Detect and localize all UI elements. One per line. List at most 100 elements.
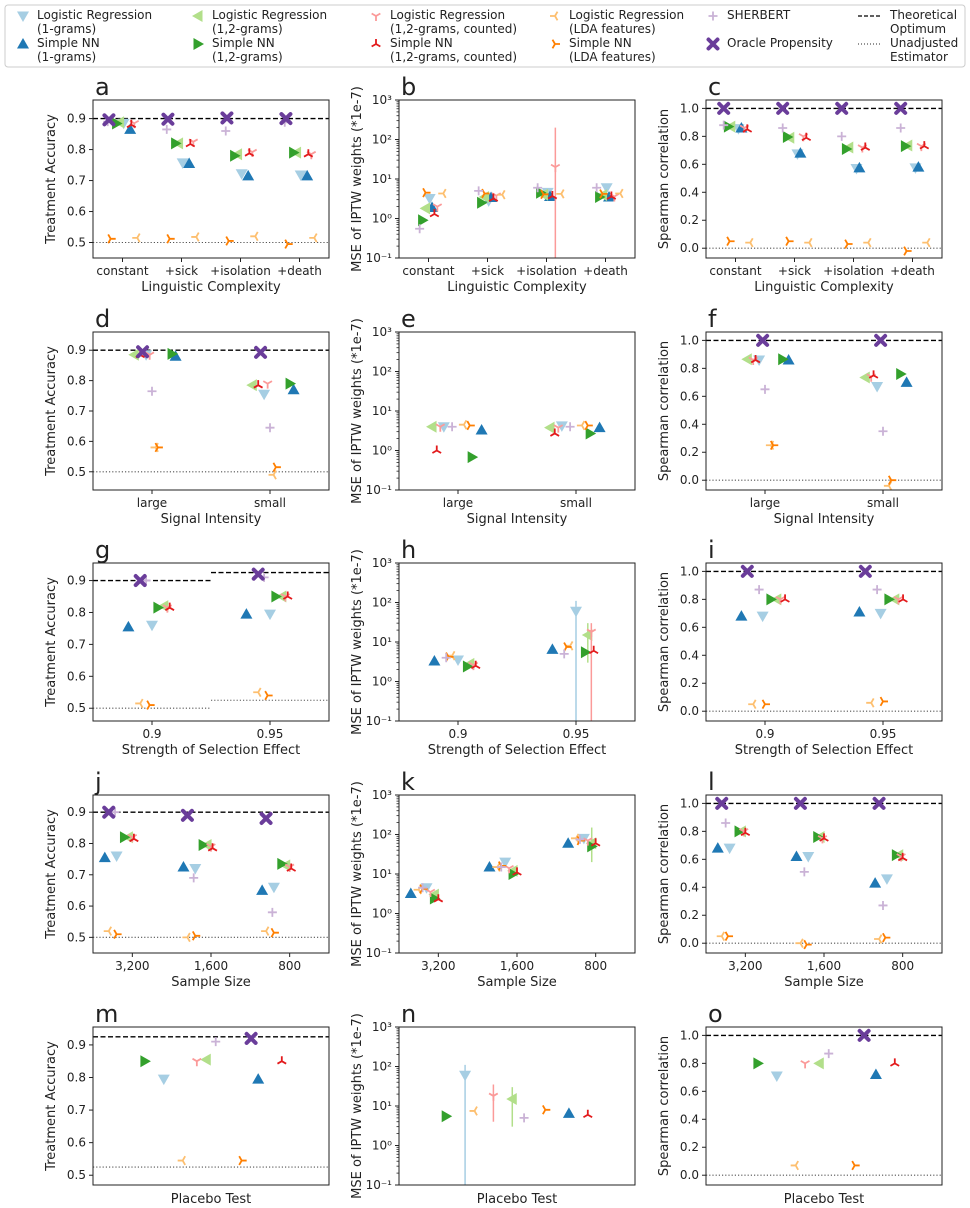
x-axis-label: Placebo Test	[171, 1192, 252, 1207]
point-nnc-shape	[129, 833, 139, 843]
point-nnlda-shape	[887, 475, 897, 486]
point-nn1-shape	[169, 350, 182, 361]
panel-n: n 10⁻¹ 10⁰ 10¹ 10² 10³ Placebo Test MSE of IPTW…	[350, 1000, 636, 1207]
point-lrlda-shape	[182, 932, 191, 943]
legend-entry-lr1: Logistic Regression(1-grams)	[17, 8, 152, 36]
point-lr1	[267, 882, 280, 894]
panel-letter-c: c	[708, 73, 721, 101]
x-tick: 0.9	[448, 721, 468, 741]
x-tick: 1,600	[500, 953, 534, 973]
point-nnlda	[284, 239, 293, 249]
point-nn12	[766, 593, 777, 606]
point-nn12	[289, 146, 300, 159]
point-nnlda	[851, 1160, 860, 1171]
x-tick: 1,600	[194, 953, 228, 973]
x-tick: +isolation	[516, 258, 577, 278]
point-lr1	[157, 1074, 170, 1086]
y-axis-label: Treatment Accuracy	[44, 577, 59, 708]
point-lr1-shape	[880, 874, 893, 885]
point-oracle	[858, 564, 872, 578]
point-oracle	[279, 112, 293, 126]
point-nn12-shape	[153, 601, 164, 614]
point-oracle-shape	[161, 112, 175, 126]
y-axis-label: Treatment Accuracy	[44, 346, 59, 477]
point-lr1	[770, 1071, 783, 1082]
y-tick-label: 10⁰	[372, 907, 392, 921]
point-lrc	[488, 1092, 499, 1101]
x-axis-label: Strength of Selection Effect	[428, 743, 606, 758]
panel-letter-j: j	[94, 768, 102, 796]
y-tick-label: 0.5	[67, 1168, 86, 1182]
x-tick: 800	[584, 953, 607, 973]
y-tick: 0.8	[67, 374, 93, 388]
y-tick-label: 0.4	[680, 1112, 699, 1126]
axes-frame	[705, 562, 943, 722]
point-nn1	[562, 1107, 575, 1118]
axes-frame	[398, 99, 636, 259]
point-nnc-shape	[588, 645, 599, 655]
x-tick: +death	[583, 258, 628, 278]
x-axis-label: Sample Size	[477, 975, 557, 990]
y-tick: 0.0	[680, 241, 706, 255]
point-lr1	[110, 851, 123, 863]
point-oracle-shape	[715, 796, 729, 810]
point-nnc-shape	[898, 594, 908, 603]
y-tick-label: 0.8	[67, 143, 86, 157]
point-nn1	[404, 887, 417, 899]
y-tick-label: 10³	[372, 93, 392, 107]
panel-letter-o: o	[708, 1000, 723, 1028]
y-tick-label: 0.9	[67, 343, 86, 357]
point-nnlda	[238, 1155, 247, 1166]
y-tick-label: 0.0	[680, 936, 699, 950]
point-oracle-shape	[259, 811, 273, 825]
point-nnlda	[154, 442, 163, 453]
x-tick: +sick	[471, 258, 504, 278]
point-sherbert-shape	[565, 422, 575, 432]
point-nnc-shape	[547, 191, 558, 200]
panel-h: h 10⁻¹ 10⁰ 10¹ 10² 10³ 0.9 0.95 Strength of Sele…	[350, 536, 636, 758]
point-nn1	[912, 161, 925, 172]
point-nn12-shape	[587, 840, 598, 853]
point-nnlda-shape	[284, 239, 293, 249]
panel-a: a 0.5 0.6 0.7 0.8 0.9 constant +sick +isolation +…	[44, 73, 330, 295]
point-nnlda	[270, 927, 279, 938]
point-lrc-shape	[550, 163, 561, 173]
x-tick-label: small	[867, 496, 899, 510]
point-nn1-shape	[853, 161, 866, 173]
point-nn12	[153, 601, 164, 614]
y-tick: 0.2	[680, 676, 706, 690]
y-tick: 0.9	[67, 805, 93, 819]
x-tick-label: 0.9	[448, 727, 467, 741]
point-nnc	[547, 191, 558, 200]
x-tick: small	[867, 490, 899, 510]
point-nn1	[869, 877, 882, 888]
y-axis-label: Spearman correlation	[657, 341, 672, 481]
y-tick-label: 0.6	[680, 852, 699, 866]
y-tick-label: 10²	[372, 596, 392, 610]
point-nnc-shape	[244, 148, 255, 157]
point-lr1-shape	[770, 1071, 783, 1082]
point-lr1	[146, 620, 158, 632]
point-lr12-shape	[419, 202, 431, 215]
y-tick-label: 0.7	[67, 174, 86, 188]
point-lr1	[570, 606, 582, 618]
point-nn12	[467, 451, 479, 464]
y-tick: 10³	[372, 93, 399, 107]
point-sherbert-shape	[837, 131, 847, 141]
legend-swatch-nn1	[17, 38, 29, 49]
point-nn1-shape	[900, 376, 913, 387]
y-tick-label: 0.0	[680, 1168, 699, 1182]
point-lr1-shape	[570, 606, 582, 618]
point-nn12-shape	[536, 186, 547, 199]
point-nnc	[740, 827, 751, 837]
legend-label-lr12: Logistic Regression	[212, 8, 327, 22]
y-tick: 0.8	[680, 824, 706, 838]
y-axis-label: Spearman correlation	[657, 572, 672, 712]
point-lrlda-shape	[615, 188, 624, 199]
point-lr1	[871, 382, 884, 393]
panel-g: g 0.5 0.6 0.7 0.8 0.9 0.9 0.95 Strength of Selec…	[44, 536, 330, 758]
point-nn12	[580, 646, 592, 659]
legend-sublabel-lrlda: (LDA features)	[569, 22, 656, 36]
point-nn1-shape	[301, 169, 314, 181]
point-nnc	[433, 894, 444, 903]
